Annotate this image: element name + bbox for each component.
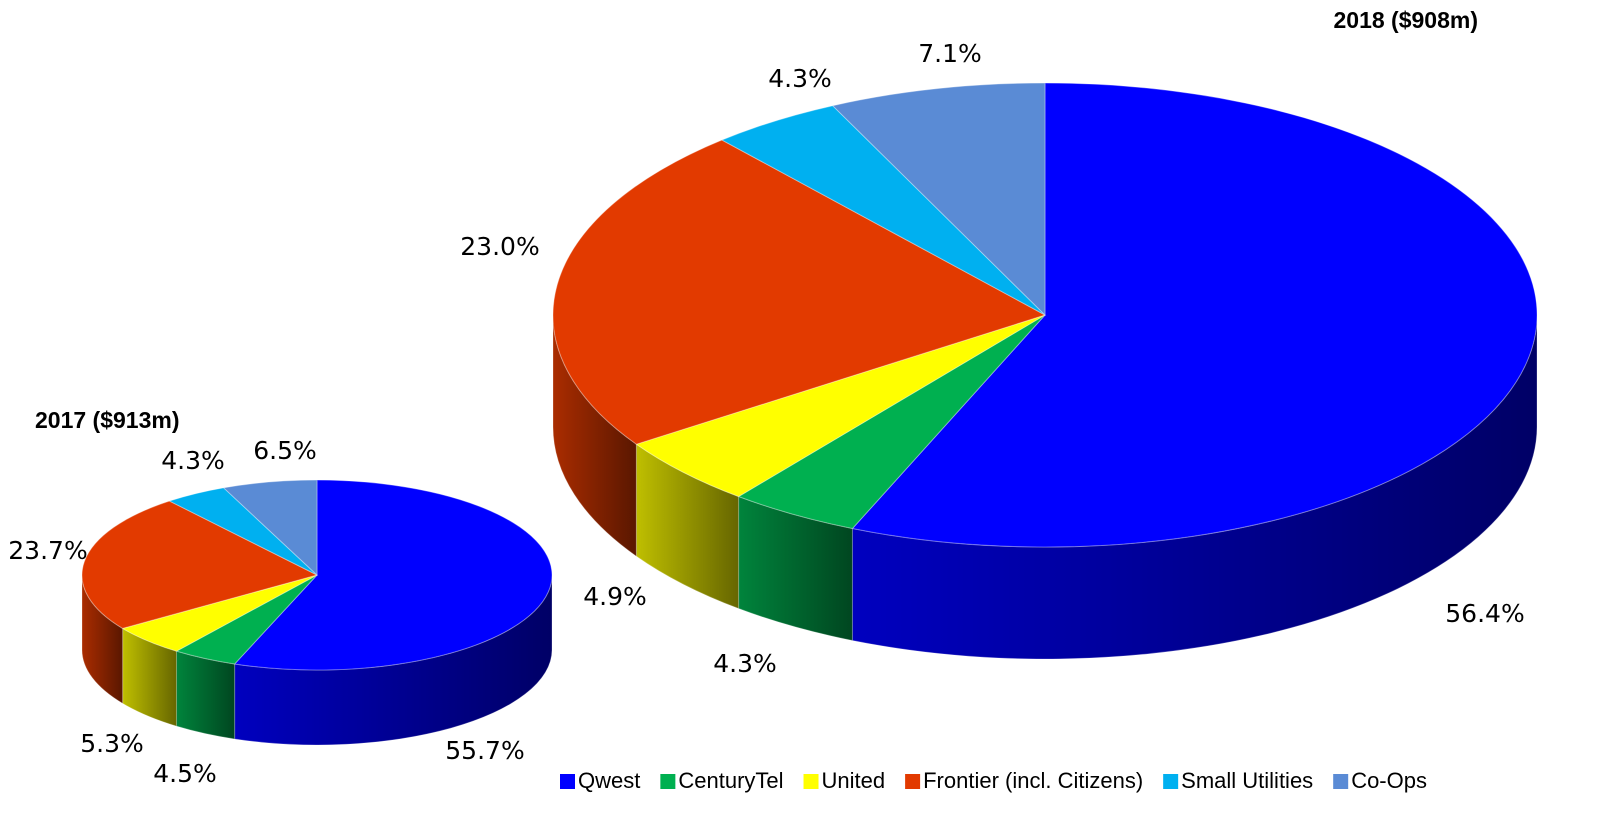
slice	[635, 314, 1046, 498]
data-label: 4.5%	[153, 759, 217, 788]
slice	[168, 487, 318, 576]
legend-label: Co-Ops	[1351, 768, 1427, 793]
legend-label: Frontier (incl. Citizens)	[923, 768, 1143, 793]
data-label: 4.3%	[713, 649, 777, 678]
data-label: 23.7%	[8, 536, 87, 565]
slice	[175, 574, 318, 665]
legend-label: United	[822, 768, 886, 793]
slice	[233, 479, 553, 671]
legend-swatch	[660, 774, 676, 789]
legend-label: Small Utilities	[1181, 768, 1313, 793]
data-label: 5.3%	[80, 729, 144, 758]
chart-title: 2018 ($908m)	[1334, 7, 1479, 33]
data-label: 56.4%	[1445, 599, 1524, 628]
data-label: 4.9%	[583, 582, 647, 611]
chart-title: 2017 ($913m)	[35, 407, 180, 433]
legend-label: Qwest	[578, 768, 640, 793]
slice	[851, 82, 1538, 548]
slice	[831, 82, 1046, 317]
slice	[552, 139, 1047, 445]
legend-swatch	[560, 774, 575, 789]
slice	[222, 479, 318, 577]
slice	[720, 105, 1046, 316]
data-label: 55.7%	[445, 736, 524, 765]
slice-side	[175, 650, 236, 740]
legend-swatch	[905, 774, 921, 789]
slice	[81, 500, 319, 629]
data-label: 4.3%	[768, 64, 832, 93]
data-label: 7.1%	[918, 39, 982, 68]
legend-swatch	[1333, 774, 1349, 789]
slice-side	[635, 443, 740, 610]
legend-label: CenturyTel	[678, 768, 783, 793]
legend-swatch	[803, 774, 819, 789]
data-label: 6.5%	[253, 436, 317, 465]
data-label: 4.3%	[161, 446, 225, 475]
slice	[737, 314, 1046, 530]
legend-swatch	[1163, 774, 1179, 789]
slice	[121, 574, 318, 652]
data-label: 23.0%	[460, 232, 539, 261]
